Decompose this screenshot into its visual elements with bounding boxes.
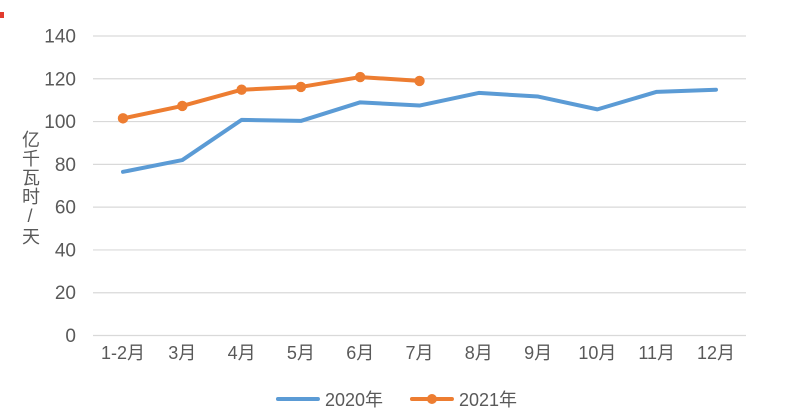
series-line-2021年	[121, 75, 422, 121]
series-line-2020年	[121, 87, 718, 174]
legend-item-2021: 2021年	[409, 386, 517, 412]
x-tick-label-8: 9月	[524, 343, 552, 363]
x-tick-label-9: 10月	[578, 343, 616, 363]
data-point-2021年-6月	[355, 71, 366, 83]
legend-marker-2021	[427, 394, 437, 404]
y-tick-label-120: 120	[44, 69, 76, 90]
y-tick-label-100: 100	[44, 112, 76, 133]
chart-legend: 2020年 2021年	[275, 386, 517, 412]
x-tick-label-10: 11月	[638, 343, 675, 363]
data-point-2021年-4月	[236, 84, 247, 95]
y-tick-label-20: 20	[55, 283, 76, 304]
legend-label-2020: 2020年	[324, 390, 383, 410]
y-tick-label-60: 60	[55, 198, 76, 219]
data-point-2021年-7月	[414, 75, 425, 87]
y-axis-title: 亿千瓦时/天	[20, 130, 40, 246]
data-point-2021年-5月	[295, 81, 307, 93]
x-tick-label-1: 1-2月	[101, 343, 145, 363]
y-tick-label-140: 140	[44, 27, 76, 48]
data-point-2021年-3月	[177, 100, 188, 112]
y-tick-label-40: 40	[55, 240, 76, 261]
x-tick-label-2: 3月	[168, 343, 196, 363]
x-tick-label-7: 8月	[465, 343, 493, 363]
y-tick-label-0: 0	[65, 326, 76, 347]
legend-item-2020: 2020年	[275, 386, 383, 412]
legend-line-sample-2020	[275, 397, 320, 401]
stray-red-mark	[0, 12, 4, 18]
x-tick-label-5: 6月	[346, 343, 374, 363]
x-tick-label-3: 4月	[228, 343, 256, 363]
x-tick-label-6: 7月	[405, 343, 433, 363]
x-tick-label-4: 5月	[287, 343, 315, 363]
y-tick-label-80: 80	[55, 155, 76, 176]
data-point-2021年-1-2月	[117, 113, 129, 124]
x-tick-label-11: 12月	[697, 343, 735, 363]
legend-line-sample-2021	[410, 394, 454, 404]
legend-label-2021: 2021年	[459, 390, 518, 410]
